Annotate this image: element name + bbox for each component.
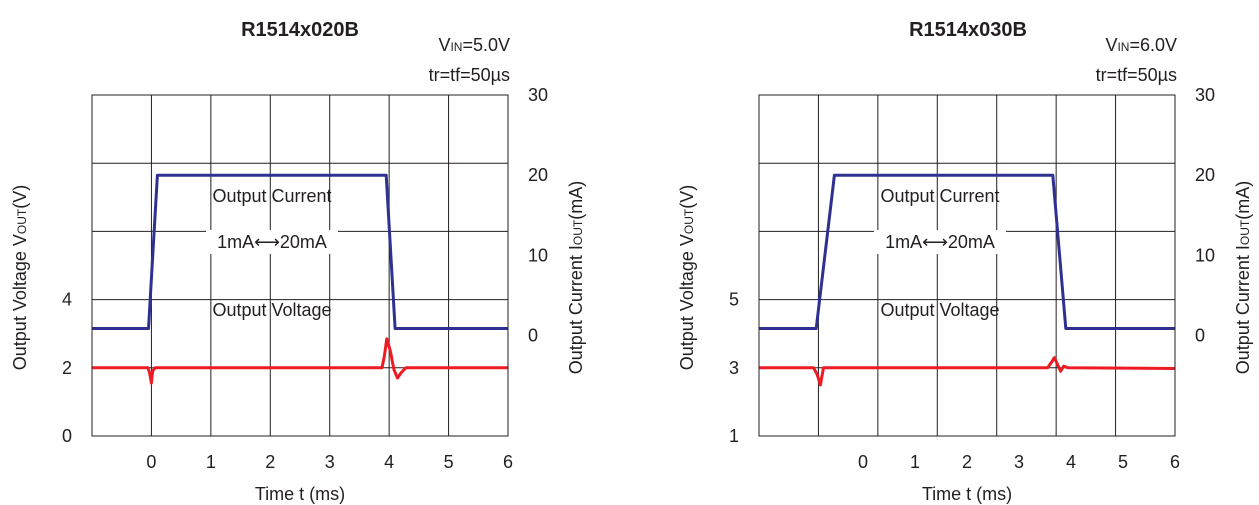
output-voltage-annotation: Output Voltage <box>212 300 331 320</box>
vin-subscript: IN <box>450 40 462 54</box>
y-right-suffix: (mA) <box>1233 181 1253 220</box>
y-right-tick-label: 30 <box>528 85 548 105</box>
output-current-annotation: Output Current <box>880 186 999 206</box>
x-tick-label: 2 <box>265 452 275 472</box>
output-current-line <box>92 173 508 330</box>
x-tick-label: 1 <box>206 452 216 472</box>
y-axis-label-left: Output Voltage VOUT(V) <box>677 185 697 370</box>
vin-prefix: V <box>1105 35 1117 55</box>
x-tick-label: 5 <box>444 452 454 472</box>
y-right-subscript: OUT <box>571 219 585 245</box>
annotation-background <box>874 230 1006 254</box>
x-tick-label: 2 <box>962 452 972 472</box>
tick-labels: 0 1 2 3 4 5 6 1 3 5 0 10 20 30 <box>729 85 1215 472</box>
plot-frame <box>758 94 1176 437</box>
y-left-tick-label: 4 <box>62 290 72 310</box>
current-range-annotation: 1mA⟷20mA <box>217 232 327 252</box>
chart-r1514x030b: R1514x030B VIN=6.0V tr=tf=50µs 0 1 2 3 4 5 6 1 3… <box>677 19 1253 504</box>
y-right-suffix: (mA) <box>566 181 586 220</box>
vin-prefix: V <box>438 35 450 55</box>
x-tick-label: 0 <box>858 452 868 472</box>
output-voltage-line <box>92 337 508 385</box>
vin-subscript: IN <box>1117 40 1129 54</box>
y-left-suffix: (V) <box>10 185 30 209</box>
y-right-tick-label: 0 <box>1195 326 1205 346</box>
x-axis-label: Time t (ms) <box>255 484 345 504</box>
x-tick-label: 1 <box>910 452 920 472</box>
current-range-annotation: 1mA⟷20mA <box>885 232 995 252</box>
y-right-tick-label: 0 <box>528 326 538 346</box>
y-right-tick-label: 10 <box>528 245 548 265</box>
y-right-tick-label: 10 <box>1195 245 1215 265</box>
y-left-tick-label: 5 <box>729 290 739 310</box>
y-axis-label-right: Output Current IOUT(mA) <box>566 181 586 374</box>
x-tick-label: 6 <box>1170 452 1180 472</box>
x-tick-label: 4 <box>1066 452 1076 472</box>
y-right-tick-label: 30 <box>1195 85 1215 105</box>
y-left-subscript: OUT <box>15 208 29 234</box>
output-current-annotation: Output Current <box>212 186 331 206</box>
vin-value: =5.0V <box>462 35 510 55</box>
y-right-prefix: Output Current I <box>566 245 586 374</box>
tick-labels: 0 1 2 3 4 5 6 0 2 4 0 10 20 30 <box>62 85 548 472</box>
x-tick-label: 6 <box>503 452 513 472</box>
x-tick-label: 0 <box>146 452 156 472</box>
chart-title: R1514x030B <box>909 19 1027 41</box>
x-tick-label: 3 <box>325 452 335 472</box>
grid <box>92 95 508 436</box>
x-tick-label: 3 <box>1014 452 1024 472</box>
x-axis-label: Time t (ms) <box>922 484 1012 504</box>
output-voltage-annotation: Output Voltage <box>880 300 999 320</box>
annotation-background <box>206 230 338 254</box>
output-current-line <box>759 173 1175 330</box>
chart-title: R1514x020B <box>241 19 359 41</box>
y-axis-label-left: Output Voltage VOUT(V) <box>10 185 30 370</box>
vin-value: =6.0V <box>1129 35 1177 55</box>
rise-fall-condition: tr=tf=50µs <box>1096 65 1177 85</box>
vin-condition: VIN=5.0V <box>438 35 510 55</box>
chart-r1514x020b: R1514x020B VIN=5.0V tr=tf=50µs 0 1 2 3 4 5 6 0 2… <box>10 19 586 504</box>
y-left-tick-label: 0 <box>62 426 72 446</box>
y-left-subscript: OUT <box>682 208 696 234</box>
rise-fall-condition: tr=tf=50µs <box>429 65 510 85</box>
y-right-subscript: OUT <box>1238 219 1252 245</box>
y-left-tick-label: 1 <box>729 426 739 446</box>
series-group <box>759 173 1176 387</box>
output-voltage-line <box>759 356 1176 387</box>
y-right-tick-label: 20 <box>1195 165 1215 185</box>
x-tick-label: 4 <box>384 452 394 472</box>
y-left-suffix: (V) <box>677 185 697 209</box>
vin-condition: VIN=6.0V <box>1105 35 1177 55</box>
plot-frame <box>91 94 509 437</box>
y-right-prefix: Output Current I <box>1233 245 1253 374</box>
y-left-prefix: Output Voltage V <box>677 234 697 370</box>
y-left-tick-label: 3 <box>729 358 739 378</box>
y-left-prefix: Output Voltage V <box>10 234 30 370</box>
y-right-tick-label: 20 <box>528 165 548 185</box>
series-group <box>92 173 508 385</box>
y-left-tick-label: 2 <box>62 358 72 378</box>
x-tick-label: 5 <box>1118 452 1128 472</box>
y-axis-label-right: Output Current IOUT(mA) <box>1233 181 1253 374</box>
